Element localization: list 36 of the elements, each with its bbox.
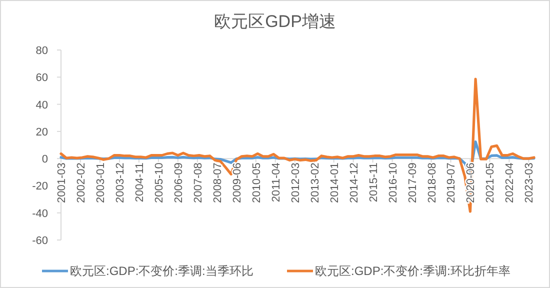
x-tick-label: 2006-09 (172, 162, 185, 203)
chart-title: 欧元区GDP增速 (214, 12, 336, 31)
legend-label: 欧元区:GDP:不变价:季调:当季环比 (70, 264, 254, 278)
x-tick-label: 2011-04 (270, 162, 282, 202)
x-tick-label: 2008-07 (212, 162, 224, 203)
x-tick-label: 2004-11 (134, 162, 146, 202)
y-tick-label: -60 (32, 235, 48, 247)
x-tick-label: 2009-06 (231, 162, 244, 203)
legend-label: 欧元区:GDP:不变价:季调:环比折年率 (315, 264, 510, 278)
x-tick-label: 2013-02 (309, 162, 322, 203)
x-tick-label: 2003-01 (94, 162, 107, 203)
y-tick-label: 20 (36, 126, 48, 138)
y-tick-label: 0 (42, 154, 48, 166)
x-tick-label: 2018-08 (426, 162, 438, 203)
x-tick-label: 2014-12 (348, 162, 360, 203)
x-tick-label: 2023-03 (524, 162, 536, 203)
y-tick-label: 80 (36, 45, 48, 57)
x-tick-label: 2007-08 (192, 162, 204, 203)
x-tick-label: 2012-03 (290, 162, 302, 203)
x-tick-label: 2003-12 (114, 162, 126, 203)
x-tick-label: 2022-04 (504, 162, 516, 203)
x-tick-label: 2021-05 (484, 162, 497, 203)
x-tick-label: 2001-03 (56, 162, 68, 203)
x-tick-label: 2002-02 (75, 162, 88, 203)
y-tick-label: -40 (32, 208, 48, 220)
x-tick-label: 2015-11 (368, 162, 380, 202)
y-tick-label: 60 (36, 72, 48, 84)
x-tick-label: 2016-10 (387, 162, 400, 203)
y-tick-label: 40 (36, 99, 48, 112)
x-tick-label: 2005-10 (153, 162, 166, 203)
x-tick-label: 2010-05 (250, 162, 263, 203)
y-tick-label: -20 (32, 180, 48, 193)
x-tick-label: 2020-06 (465, 162, 478, 203)
x-tick-label: 2019-07 (446, 162, 458, 203)
x-tick-label: 2014-01 (328, 162, 341, 203)
x-tick-label: 2017-09 (406, 162, 419, 203)
